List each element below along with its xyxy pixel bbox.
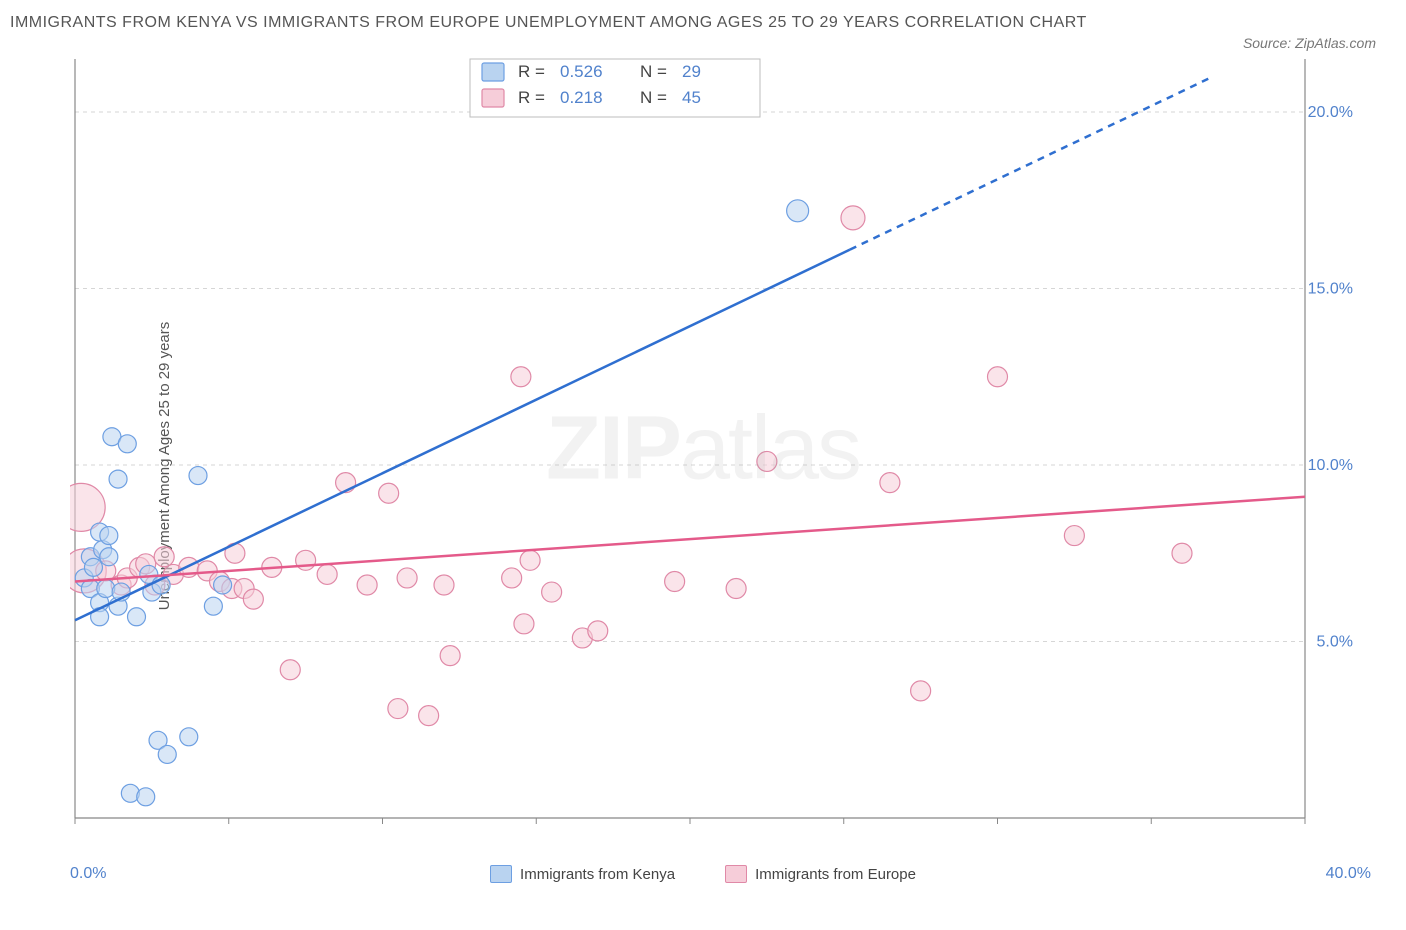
chart-container: IMMIGRANTS FROM KENYA VS IMMIGRANTS FROM… xyxy=(10,10,1396,920)
svg-text:R =: R = xyxy=(518,62,545,81)
legend-item-kenya: Immigrants from Kenya xyxy=(490,865,675,883)
svg-text:20.0%: 20.0% xyxy=(1308,104,1353,121)
svg-text:15.0%: 15.0% xyxy=(1308,280,1353,297)
svg-text:0.526: 0.526 xyxy=(560,62,603,81)
legend-swatch-europe xyxy=(725,865,747,883)
svg-text:0.218: 0.218 xyxy=(560,88,603,107)
legend-label-europe: Immigrants from Europe xyxy=(755,866,916,883)
legend-swatch-kenya xyxy=(490,865,512,883)
svg-text:45: 45 xyxy=(682,88,701,107)
chart-source: Source: ZipAtlas.com xyxy=(1243,35,1376,51)
scatter-plot: 5.0% 10.0% 15.0% 20.0% R = 0.526 N = 29 R = 0.218… xyxy=(70,56,1360,846)
x-axis-max-label: 40.0% xyxy=(1326,865,1371,883)
svg-text:R =: R = xyxy=(518,88,545,107)
chart-area: Unemployment Among Ages 25 to 29 years 5… xyxy=(10,51,1396,881)
chart-title: IMMIGRANTS FROM KENYA VS IMMIGRANTS FROM… xyxy=(10,10,1087,36)
svg-text:N =: N = xyxy=(640,88,667,107)
svg-text:29: 29 xyxy=(682,62,701,81)
x-axis-min-label: 0.0% xyxy=(70,865,106,883)
legend-item-europe: Immigrants from Europe xyxy=(725,865,916,883)
chart-header: IMMIGRANTS FROM KENYA VS IMMIGRANTS FROM… xyxy=(10,10,1396,51)
svg-text:10.0%: 10.0% xyxy=(1308,457,1353,474)
svg-text:N =: N = xyxy=(640,62,667,81)
svg-text:5.0%: 5.0% xyxy=(1317,633,1353,650)
bottom-legend: Immigrants from Kenya Immigrants from Eu… xyxy=(10,865,1396,883)
legend-label-kenya: Immigrants from Kenya xyxy=(520,866,675,883)
